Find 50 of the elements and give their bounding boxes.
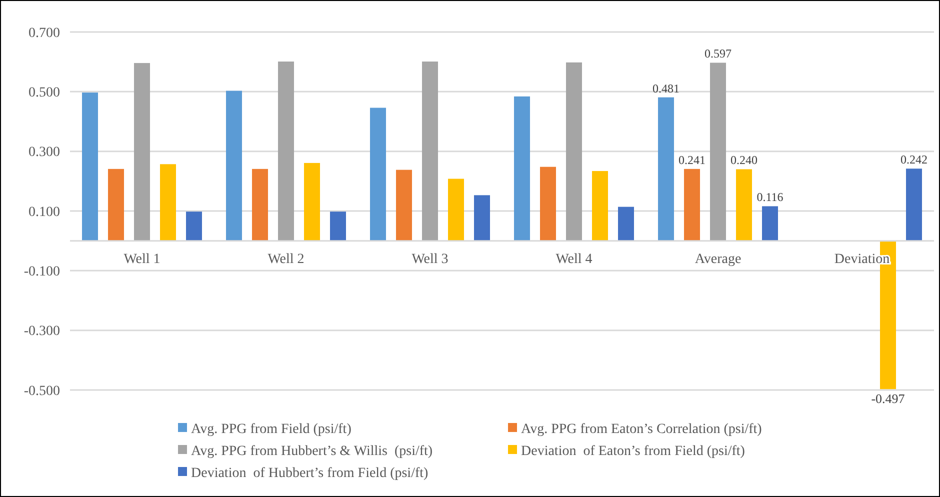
y-tick-label: -0.100 (24, 264, 60, 280)
y-tick-label: 0.700 (28, 26, 60, 41)
data-label: -0.497 (871, 391, 906, 406)
bar (370, 108, 386, 241)
x-tick-label: Average (694, 252, 742, 267)
bar (160, 164, 176, 241)
data-label: 0.116 (756, 190, 784, 204)
legend-label: Avg. PPG from Hubbert’s & Willis (psi/ft) (191, 444, 433, 459)
bar (762, 206, 778, 241)
data-label: 0.481 (652, 81, 680, 96)
legend-label: Deviation of Hubbert’s from Field (psi/ft) (191, 466, 429, 481)
bar (618, 206, 634, 241)
legend-label: Deviation of Eaton’s from Field (psi/ft) (521, 444, 746, 459)
x-tick-label: Well 3 (412, 252, 448, 267)
data-label: 0.241 (678, 152, 706, 167)
bar (710, 62, 726, 241)
bar (540, 166, 556, 241)
bar (330, 212, 346, 241)
y-tick-label: 0.300 (28, 145, 60, 160)
bar (684, 168, 700, 241)
bar (108, 168, 124, 241)
bar (566, 62, 582, 241)
legend-label: Avg. PPG from Field (psi/ft) (191, 422, 352, 437)
bar (82, 92, 98, 241)
data-label: 0.597 (704, 46, 732, 61)
bar (474, 195, 490, 241)
data-label: 0.240 (730, 153, 758, 168)
bar (186, 212, 202, 241)
bar (906, 168, 922, 241)
legend-label: Avg. PPG from Eaton’s Correlation (psi/ft) (521, 422, 762, 437)
y-tick-label: 0.500 (28, 86, 60, 101)
bar (658, 97, 674, 241)
bar (252, 168, 268, 241)
y-tick-label: 0.100 (28, 204, 60, 220)
data-label: 0.242 (900, 152, 928, 167)
x-tick-label: Well 1 (124, 252, 160, 267)
bar (226, 90, 242, 241)
x-tick-label: Well 2 (268, 252, 304, 267)
bar (514, 96, 530, 241)
bar (736, 169, 752, 241)
bar (396, 170, 412, 241)
y-tick-label: -0.500 (24, 384, 60, 399)
y-tick-label: -0.300 (24, 324, 60, 340)
bar (278, 62, 294, 241)
bar (592, 171, 608, 241)
bar (422, 62, 438, 241)
bar (304, 162, 320, 241)
x-tick-label: Well 4 (556, 252, 592, 267)
bar (134, 63, 150, 241)
bar (448, 178, 464, 241)
